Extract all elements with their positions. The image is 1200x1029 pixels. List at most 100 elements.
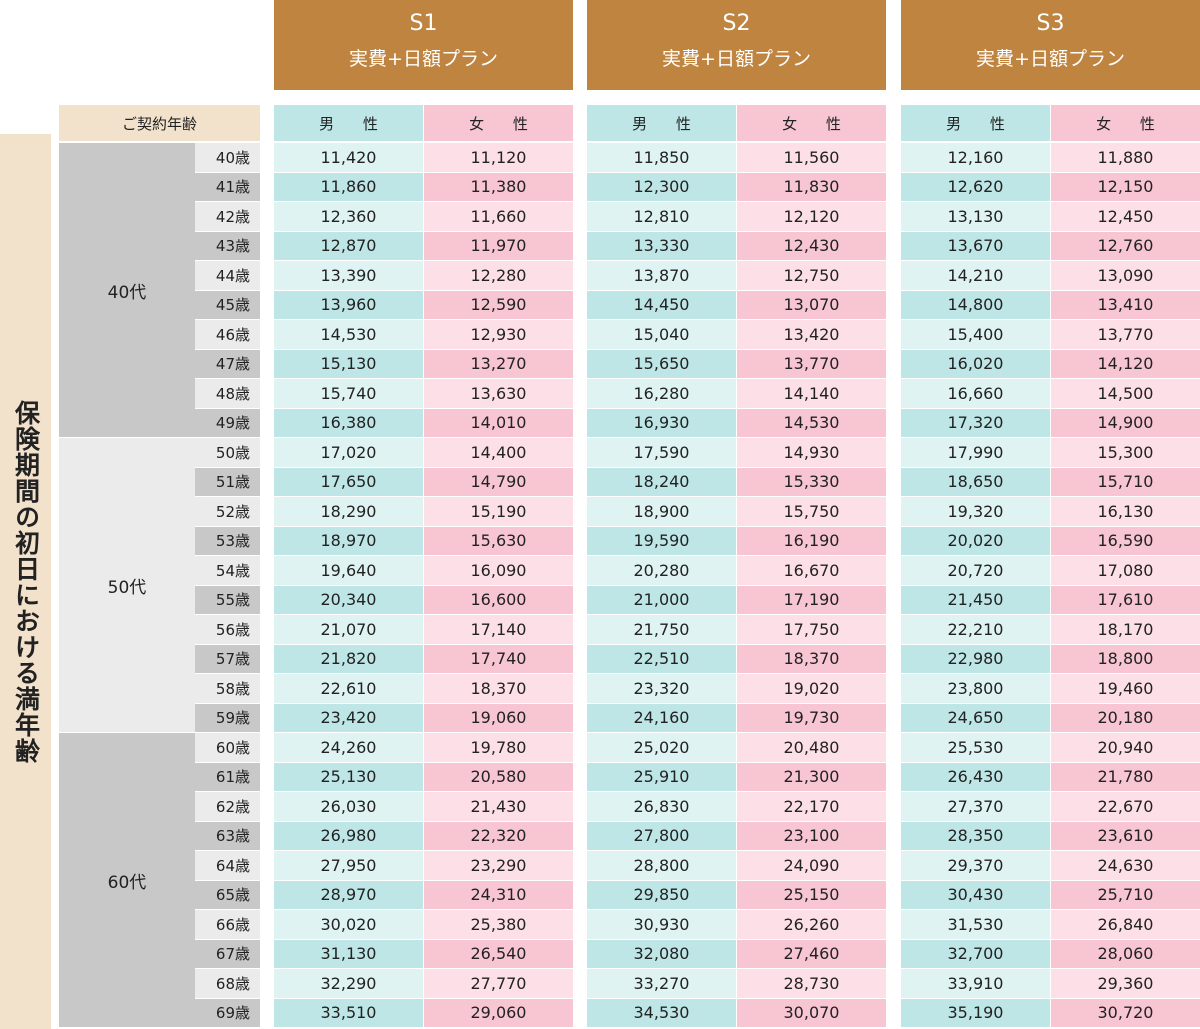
age-cell: 68歳 bbox=[195, 969, 260, 998]
premium-cell-s3-male: 31,530 bbox=[901, 910, 1050, 939]
premium-cell-s2-female: 17,750 bbox=[737, 615, 886, 644]
premium-cell-s1-male: 26,980 bbox=[274, 821, 423, 850]
premium-cell-s1-female: 19,780 bbox=[424, 733, 573, 762]
premium-cell-s1-male: 17,020 bbox=[274, 438, 423, 467]
age-cell: 44歳 bbox=[195, 261, 260, 290]
age-cell: 60歳 bbox=[195, 733, 260, 762]
premium-cell-s1-male: 18,290 bbox=[274, 497, 423, 526]
premium-cell-s2-female: 14,530 bbox=[737, 408, 886, 437]
age-cell: 49歳 bbox=[195, 408, 260, 437]
premium-cell-s1-female: 22,320 bbox=[424, 821, 573, 850]
age-cell: 50歳 bbox=[195, 438, 260, 467]
premium-cell-s1-female: 15,190 bbox=[424, 497, 573, 526]
premium-cell-s1-female: 12,590 bbox=[424, 290, 573, 319]
premium-cell-s2-female: 16,190 bbox=[737, 526, 886, 555]
premium-cell-s3-male: 12,620 bbox=[901, 172, 1050, 201]
premium-cell-s2-female: 21,300 bbox=[737, 762, 886, 791]
premium-cell-s3-male: 35,190 bbox=[901, 998, 1050, 1027]
premium-cell-s1-male: 16,380 bbox=[274, 408, 423, 437]
premium-cell-s3-female: 13,770 bbox=[1051, 320, 1200, 349]
premium-cell-s3-female: 30,720 bbox=[1051, 998, 1200, 1027]
premium-cell-s3-female: 25,710 bbox=[1051, 880, 1200, 909]
premium-cell-s1-male: 17,650 bbox=[274, 467, 423, 496]
premium-cell-s2-male: 24,160 bbox=[587, 703, 736, 732]
premium-cell-s3-male: 17,320 bbox=[901, 408, 1050, 437]
premium-cell-s1-male: 15,130 bbox=[274, 349, 423, 378]
premium-cell-s2-female: 11,830 bbox=[737, 172, 886, 201]
premium-cell-s2-male: 34,530 bbox=[587, 998, 736, 1027]
premium-cell-s2-female: 15,750 bbox=[737, 497, 886, 526]
premium-cell-s2-male: 17,590 bbox=[587, 438, 736, 467]
premium-cell-s1-male: 27,950 bbox=[274, 851, 423, 880]
plan-header-s3: S3 実費+日額プラン bbox=[901, 0, 1200, 90]
premium-cell-s1-male: 13,960 bbox=[274, 290, 423, 319]
premium-cell-s2-male: 18,900 bbox=[587, 497, 736, 526]
premium-cell-s3-male: 23,800 bbox=[901, 674, 1050, 703]
premium-cell-s3-female: 12,150 bbox=[1051, 172, 1200, 201]
premium-cell-s1-female: 14,010 bbox=[424, 408, 573, 437]
premium-cell-s2-male: 12,300 bbox=[587, 172, 736, 201]
premium-cell-s1-female: 17,740 bbox=[424, 644, 573, 673]
premium-cell-s2-female: 20,480 bbox=[737, 733, 886, 762]
age-cell: 42歳 bbox=[195, 202, 260, 231]
premium-cell-s2-female: 12,750 bbox=[737, 261, 886, 290]
premium-cell-s3-male: 29,370 bbox=[901, 851, 1050, 880]
premium-cell-s1-female: 12,280 bbox=[424, 261, 573, 290]
decade-block: 50代 bbox=[59, 438, 195, 732]
premium-cell-s3-male: 33,910 bbox=[901, 969, 1050, 998]
plan-code: S3 bbox=[1036, 11, 1065, 36]
plan-name: 実費+日額プラン bbox=[662, 48, 811, 70]
gender-header-female-s3: 女 性 bbox=[1051, 105, 1200, 141]
age-cell: 69歳 bbox=[195, 998, 260, 1027]
premium-cell-s2-female: 25,150 bbox=[737, 880, 886, 909]
premium-cell-s3-female: 26,840 bbox=[1051, 910, 1200, 939]
premium-cell-s3-male: 26,430 bbox=[901, 762, 1050, 791]
premium-cell-s3-female: 14,900 bbox=[1051, 408, 1200, 437]
premium-cell-s2-female: 13,770 bbox=[737, 349, 886, 378]
premium-cell-s2-female: 18,370 bbox=[737, 644, 886, 673]
premium-cell-s1-male: 31,130 bbox=[274, 939, 423, 968]
premium-cell-s3-female: 15,300 bbox=[1051, 438, 1200, 467]
premium-cell-s1-female: 14,400 bbox=[424, 438, 573, 467]
age-cell: 45歳 bbox=[195, 290, 260, 319]
premium-cell-s3-female: 18,800 bbox=[1051, 644, 1200, 673]
premium-cell-s3-female: 29,360 bbox=[1051, 969, 1200, 998]
age-cell: 56歳 bbox=[195, 615, 260, 644]
premium-cell-s3-male: 13,670 bbox=[901, 231, 1050, 260]
premium-cell-s3-male: 25,530 bbox=[901, 733, 1050, 762]
premium-cell-s3-female: 22,670 bbox=[1051, 792, 1200, 821]
premium-cell-s2-female: 30,070 bbox=[737, 998, 886, 1027]
premium-cell-s2-male: 25,910 bbox=[587, 762, 736, 791]
plan-header-s1: S1 実費+日額プラン bbox=[274, 0, 573, 90]
premium-cell-s1-male: 25,130 bbox=[274, 762, 423, 791]
premium-cell-s1-male: 28,970 bbox=[274, 880, 423, 909]
premium-cell-s1-female: 16,600 bbox=[424, 585, 573, 614]
premium-cell-s1-female: 15,630 bbox=[424, 526, 573, 555]
premium-cell-s1-female: 13,270 bbox=[424, 349, 573, 378]
age-cell: 40歳 bbox=[195, 143, 260, 172]
age-cell: 51歳 bbox=[195, 467, 260, 496]
premium-cell-s2-male: 29,850 bbox=[587, 880, 736, 909]
gender-header-male-s3: 男 性 bbox=[901, 105, 1050, 141]
premium-cell-s1-male: 24,260 bbox=[274, 733, 423, 762]
premium-cell-s3-female: 15,710 bbox=[1051, 467, 1200, 496]
premium-cell-s3-female: 17,080 bbox=[1051, 556, 1200, 585]
age-cell: 58歳 bbox=[195, 674, 260, 703]
decade-block: 60代 bbox=[59, 733, 195, 1027]
side-label: 保険期間の初日における満年齢 bbox=[0, 134, 51, 1029]
age-cell: 54歳 bbox=[195, 556, 260, 585]
premium-cell-s3-male: 13,130 bbox=[901, 202, 1050, 231]
premium-cell-s2-male: 22,510 bbox=[587, 644, 736, 673]
plan-code: S2 bbox=[722, 11, 751, 36]
premium-cell-s2-male: 23,320 bbox=[587, 674, 736, 703]
age-cell: 55歳 bbox=[195, 585, 260, 614]
premium-cell-s3-female: 14,500 bbox=[1051, 379, 1200, 408]
premium-cell-s1-male: 19,640 bbox=[274, 556, 423, 585]
premium-cell-s2-female: 22,170 bbox=[737, 792, 886, 821]
premium-cell-s1-male: 30,020 bbox=[274, 910, 423, 939]
plan-name: 実費+日額プラン bbox=[349, 48, 498, 70]
premium-cell-s2-male: 26,830 bbox=[587, 792, 736, 821]
premium-cell-s1-male: 23,420 bbox=[274, 703, 423, 732]
premium-cell-s3-female: 16,130 bbox=[1051, 497, 1200, 526]
premium-cell-s2-female: 13,070 bbox=[737, 290, 886, 319]
